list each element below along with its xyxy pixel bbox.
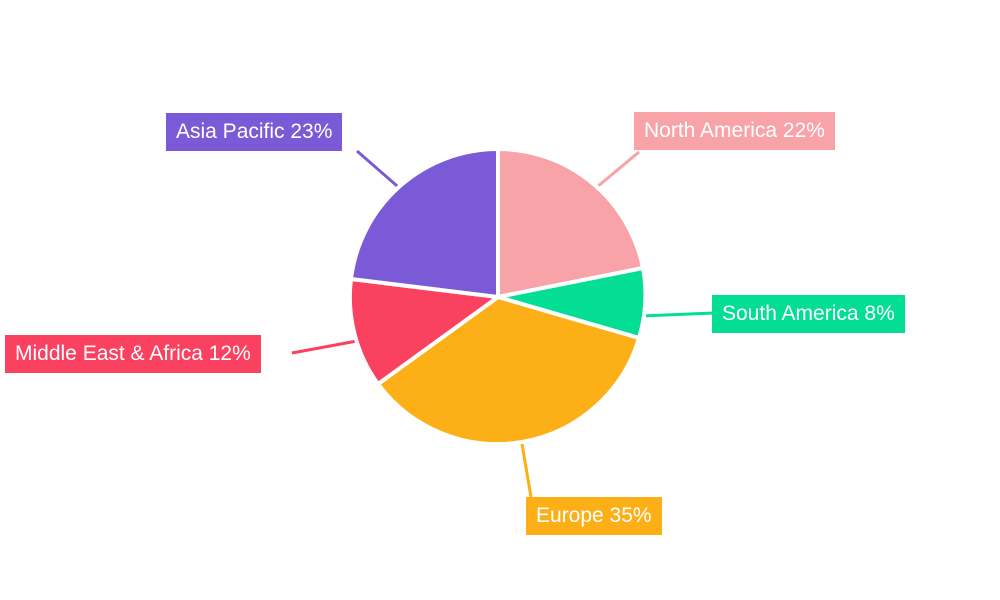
pie-label-europe[interactable]: Europe 35% — [526, 497, 662, 535]
leader-line-north-america — [590, 150, 640, 194]
leader-line-middle-east-africa — [291, 339, 358, 355]
pie-slice-middle-east-africa[interactable] — [347, 276, 504, 387]
pie-slice-north-america[interactable] — [496, 146, 646, 300]
pie-label-asia-pacific[interactable]: Asia Pacific 23% — [166, 113, 343, 151]
pie-label-north-america[interactable]: North America 22% — [634, 112, 835, 150]
leader-line-europe — [520, 443, 533, 498]
leader-line-asia-pacific — [356, 149, 405, 194]
pie-slice-asia-pacific[interactable] — [348, 146, 500, 300]
leader-line-south-america — [640, 311, 715, 318]
pie-wedges — [347, 146, 648, 447]
pie-slice-europe[interactable] — [375, 294, 642, 447]
leader-lines — [291, 149, 715, 498]
pie-label-middle-east-africa[interactable]: Middle East & Africa 12% — [5, 335, 261, 373]
pie-label-south-america[interactable]: South America 8% — [712, 295, 905, 333]
